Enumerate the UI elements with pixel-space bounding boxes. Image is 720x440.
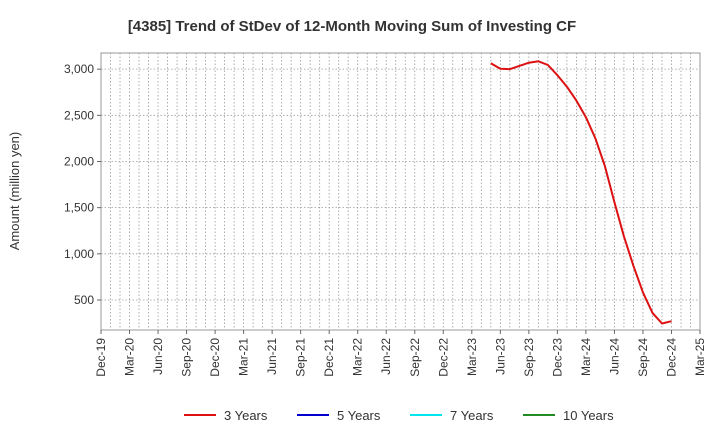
x-axis: Dec-19 Mar-20 Jun-20 Sep-20 Dec-20 Mar-21 Jun-…: [94, 330, 707, 377]
y-tick-label: 2,500: [64, 108, 94, 122]
x-tick-label: Dec-19: [94, 338, 108, 377]
x-tick-label: Jun-21: [265, 338, 279, 375]
y-tick-label: 1,500: [64, 201, 94, 215]
x-tick-label: Dec-22: [436, 338, 450, 377]
x-tick-label: Sep-21: [294, 338, 308, 377]
y-tick-label: 500: [74, 293, 94, 307]
legend: 3 Years 5 Years 7 Years 10 Years: [184, 408, 614, 423]
series-lines: [490, 60, 672, 325]
x-tick-label: Jun-22: [379, 338, 393, 375]
x-tick-label: Jun-23: [493, 338, 507, 375]
x-tick-label: Mar-24: [579, 338, 593, 376]
x-tick-label: Mar-21: [237, 338, 251, 376]
series-line-3-years: [490, 60, 672, 325]
plot-frame: [100, 52, 701, 331]
x-tick-label: Dec-24: [664, 338, 678, 377]
x-tick-label: Mar-23: [465, 338, 479, 376]
x-tick-label: Mar-22: [351, 338, 365, 376]
y-tick-label: 3,000: [64, 62, 94, 76]
x-tick-label: Mar-25: [693, 338, 707, 376]
legend-label: 5 Years: [337, 408, 381, 423]
y-axis-label: Amount (million yen): [7, 132, 22, 251]
legend-label: 7 Years: [450, 408, 494, 423]
legend-label: 10 Years: [563, 408, 614, 423]
x-tick-label: Sep-20: [180, 338, 194, 377]
x-tick-label: Mar-20: [123, 338, 137, 376]
grid: [100, 53, 701, 330]
x-tick-label: Sep-22: [408, 338, 422, 377]
y-tick-label: 2,000: [64, 154, 94, 168]
x-tick-label: Sep-23: [522, 338, 536, 377]
x-tick-label: Dec-23: [550, 338, 564, 377]
x-tick-label: Jun-20: [151, 338, 165, 375]
y-tick-label: 1,000: [64, 247, 94, 261]
legend-label: 3 Years: [224, 408, 268, 423]
x-tick-label: Dec-21: [322, 338, 336, 377]
chart-title: [4385] Trend of StDev of 12-Month Moving…: [128, 18, 576, 35]
y-axis: 500 1,000 1,500 2,000 2,500 3,000: [64, 62, 101, 307]
x-tick-label: Dec-20: [208, 338, 222, 377]
x-tick-label: Jun-24: [607, 338, 621, 375]
x-tick-label: Sep-24: [636, 338, 650, 377]
